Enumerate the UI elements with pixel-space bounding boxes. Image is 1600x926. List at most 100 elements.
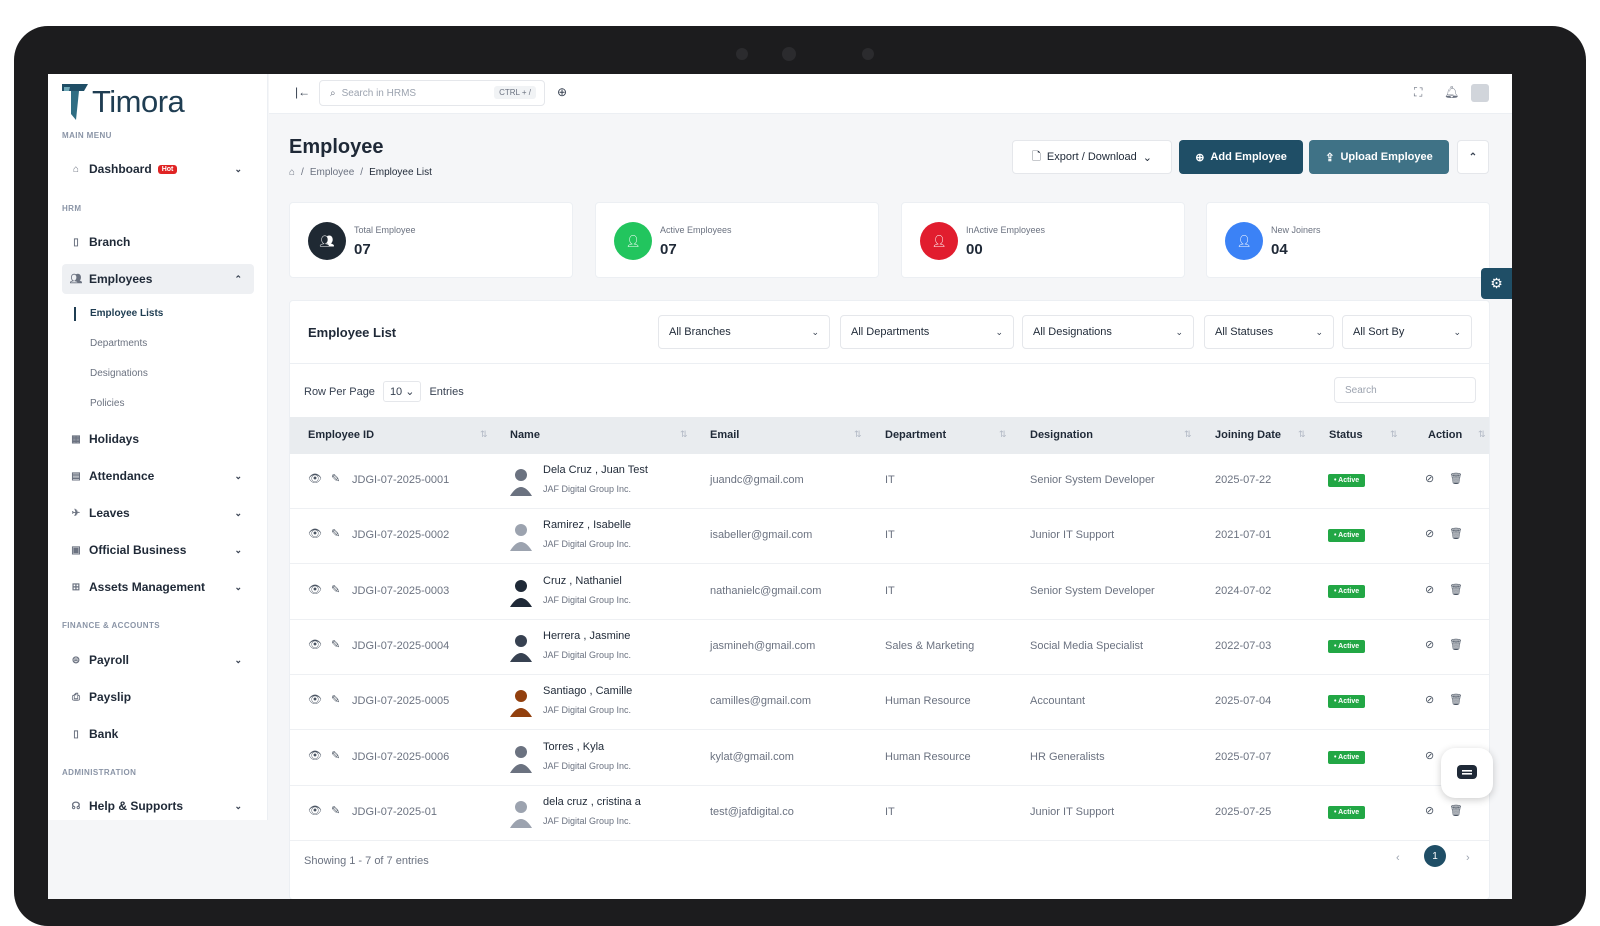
upload-employee-button[interactable]: ⇪ Upload Employee	[1309, 140, 1449, 174]
sidebar-sub-departments[interactable]: Departments	[90, 338, 148, 349]
col-email[interactable]: Email	[710, 429, 740, 441]
employee-name[interactable]: Dela Cruz , Juan Test	[543, 464, 648, 476]
globe-icon[interactable]: ⊕	[557, 85, 568, 99]
deactivate-icon[interactable]: ⊘	[1425, 749, 1435, 762]
collapse-header-button[interactable]: ⌃	[1457, 140, 1489, 174]
col-designation[interactable]: Designation	[1030, 429, 1093, 441]
bell-icon[interactable]: 🔔︎	[1444, 85, 1460, 99]
filter-sort-by[interactable]: All Sort By ⌄	[1342, 315, 1472, 349]
sidebar-sub-employee-lists[interactable]: Employee Lists	[90, 308, 164, 319]
filter-designations[interactable]: All Designations ⌄	[1022, 315, 1194, 349]
employee-company: JAF Digital Group Inc.	[543, 705, 632, 716]
edit-icon[interactable]: ✎	[331, 804, 341, 817]
table-row[interactable]: 👁︎ ✎ JDGI-07-2025-0006 Torres , Kyla JAF Dig…	[290, 731, 1489, 786]
eye-icon[interactable]: 👁︎	[308, 638, 322, 651]
employee-name[interactable]: Cruz , Nathaniel	[543, 574, 622, 587]
sidebar-item-dashboard[interactable]: ⌂ Dashboard Hot ⌄	[62, 154, 254, 184]
sidebar-item-employees[interactable]: 👥︎ Employees ⌃	[62, 264, 254, 294]
table-row[interactable]: 👁︎ ✎ JDGI-07-2025-0003 Cruz , Nathaniel JAF …	[290, 565, 1489, 620]
employee-name[interactable]: dela cruz , cristina a	[543, 795, 641, 808]
sidebar-sub-designations[interactable]: Designations	[90, 368, 148, 379]
deactivate-icon[interactable]: ⊘	[1425, 473, 1435, 485]
sidebar-sub-policies[interactable]: Policies	[90, 398, 125, 409]
home-icon[interactable]: ⌂	[289, 167, 296, 178]
col-employee-id[interactable]: Employee ID	[308, 429, 375, 441]
employee-email: test@jafdigital.co	[710, 805, 794, 818]
chat-button[interactable]	[1441, 748, 1493, 798]
employee-name[interactable]: Santiago , Camille	[543, 685, 633, 698]
filter-statuses[interactable]: All Statuses ⌄	[1204, 315, 1334, 349]
trash-icon[interactable]: 🗑︎	[1449, 638, 1463, 651]
sort-icon[interactable]: ⇅	[1390, 429, 1398, 439]
sidebar-item-payroll[interactable]: ⊜ Payroll ⌄	[62, 645, 254, 675]
filter-branches[interactable]: All Branches ⌄	[658, 315, 830, 349]
trash-icon[interactable]: 🗑︎	[1449, 804, 1463, 817]
sidebar-item-branch[interactable]: ▯ Branch	[62, 227, 254, 257]
col-name[interactable]: Name	[510, 429, 540, 441]
stat-value: 07	[354, 241, 371, 258]
export-download-button[interactable]: 🗋︎ Export / Download ⌄	[1012, 140, 1172, 174]
edit-icon[interactable]: ✎	[331, 473, 341, 485]
eye-icon[interactable]: 👁︎	[308, 694, 322, 707]
avatar[interactable]	[1471, 84, 1489, 102]
employee-name[interactable]: Herrera , Jasmine	[543, 629, 631, 642]
deactivate-icon[interactable]: ⊘	[1425, 528, 1435, 541]
sort-icon[interactable]: ⇅	[480, 429, 488, 439]
sidebar-item-leaves[interactable]: ✈︎ Leaves ⌄	[62, 498, 254, 528]
sort-icon[interactable]: ⇅	[854, 429, 862, 439]
table-search-input[interactable]: Search	[1334, 377, 1476, 403]
sort-icon[interactable]: ⇅	[1184, 429, 1192, 439]
table-row[interactable]: 👁︎ ✎ JDGI-07-2025-0005 Santiago , Camille JA…	[290, 675, 1489, 731]
table-row[interactable]: 👁︎ ✎ JDGI-07-2025-0004 Herrera , Jasmine JAF…	[290, 620, 1489, 675]
table-row[interactable]: 👁︎ ✎ JDGI-07-2025-01 dela cruz , cristina a…	[290, 786, 1489, 841]
sort-icon[interactable]: ⇅	[680, 429, 688, 439]
trash-icon[interactable]: 🗑︎	[1449, 473, 1463, 485]
sidebar-item-help[interactable]: ☊ Help & Supports ⌄	[62, 791, 254, 821]
eye-icon[interactable]: 👁︎	[308, 473, 322, 485]
table-row[interactable]: 👁︎ ✎ JDGI-07-2025-0002 Ramirez , Isabelle JA…	[290, 509, 1489, 565]
logo[interactable]: Timora	[62, 84, 185, 120]
filter-departments[interactable]: All Departments ⌄	[840, 315, 1014, 349]
col-department[interactable]: Department	[885, 429, 947, 441]
page-1-button[interactable]: 1	[1424, 845, 1446, 867]
fullscreen-icon[interactable]: ⛶	[1414, 85, 1423, 99]
breadcrumb-employee[interactable]: Employee	[309, 167, 355, 178]
sidebar-item-holidays[interactable]: ▦ Holidays	[62, 424, 254, 454]
eye-icon[interactable]: 👁︎	[308, 804, 322, 817]
sort-icon[interactable]: ⇅	[1298, 429, 1306, 439]
add-employee-button[interactable]: ⊕ Add Employee	[1179, 140, 1303, 174]
settings-gear-icon[interactable]: ⚙	[1481, 268, 1512, 299]
sort-icon[interactable]: ⇅	[999, 429, 1007, 439]
next-page-icon[interactable]: ›	[1466, 852, 1470, 864]
deactivate-icon[interactable]: ⊘	[1425, 583, 1435, 596]
rows-per-page-select[interactable]: 10 ⌄	[382, 381, 422, 402]
deactivate-icon[interactable]: ⊘	[1425, 694, 1435, 707]
eye-icon[interactable]: 👁︎	[308, 528, 322, 541]
edit-icon[interactable]: ✎	[331, 749, 341, 762]
deactivate-icon[interactable]: ⊘	[1425, 804, 1435, 817]
prev-page-icon[interactable]: ‹	[1396, 852, 1400, 864]
sort-icon[interactable]: ⇅	[1478, 429, 1486, 439]
sidebar-item-assets-management[interactable]: ⊞ Assets Management ⌄	[62, 572, 254, 602]
sidebar-item-attendance[interactable]: ▤ Attendance ⌄	[62, 461, 254, 491]
col-status[interactable]: Status	[1329, 429, 1363, 441]
search-input[interactable]: ⌕ Search in HRMS CTRL + /	[319, 80, 545, 106]
edit-icon[interactable]: ✎	[331, 528, 341, 541]
employee-name[interactable]: Torres , Kyla	[543, 740, 605, 753]
trash-icon[interactable]: 🗑︎	[1449, 694, 1463, 707]
sidebar-item-official-business[interactable]: ▣ Official Business ⌄	[62, 535, 254, 565]
collapse-sidebar-icon[interactable]: |←	[295, 85, 311, 99]
trash-icon[interactable]: 🗑︎	[1449, 583, 1463, 596]
col-joining-date[interactable]: Joining Date	[1215, 429, 1282, 441]
edit-icon[interactable]: ✎	[331, 638, 341, 651]
trash-icon[interactable]: 🗑︎	[1449, 528, 1463, 541]
edit-icon[interactable]: ✎	[331, 694, 341, 707]
sidebar-item-bank[interactable]: ▯ Bank	[62, 719, 254, 749]
employee-name[interactable]: Ramirez , Isabelle	[543, 519, 632, 532]
table-row[interactable]: 👁︎ ✎ JDGI-07-2025-0001 Dela Cruz , Juan Tes…	[290, 454, 1489, 509]
eye-icon[interactable]: 👁︎	[308, 749, 322, 762]
eye-icon[interactable]: 👁︎	[308, 583, 322, 596]
sidebar-item-payslip[interactable]: ⎙ Payslip	[62, 682, 254, 712]
deactivate-icon[interactable]: ⊘	[1425, 638, 1435, 651]
edit-icon[interactable]: ✎	[331, 583, 341, 596]
